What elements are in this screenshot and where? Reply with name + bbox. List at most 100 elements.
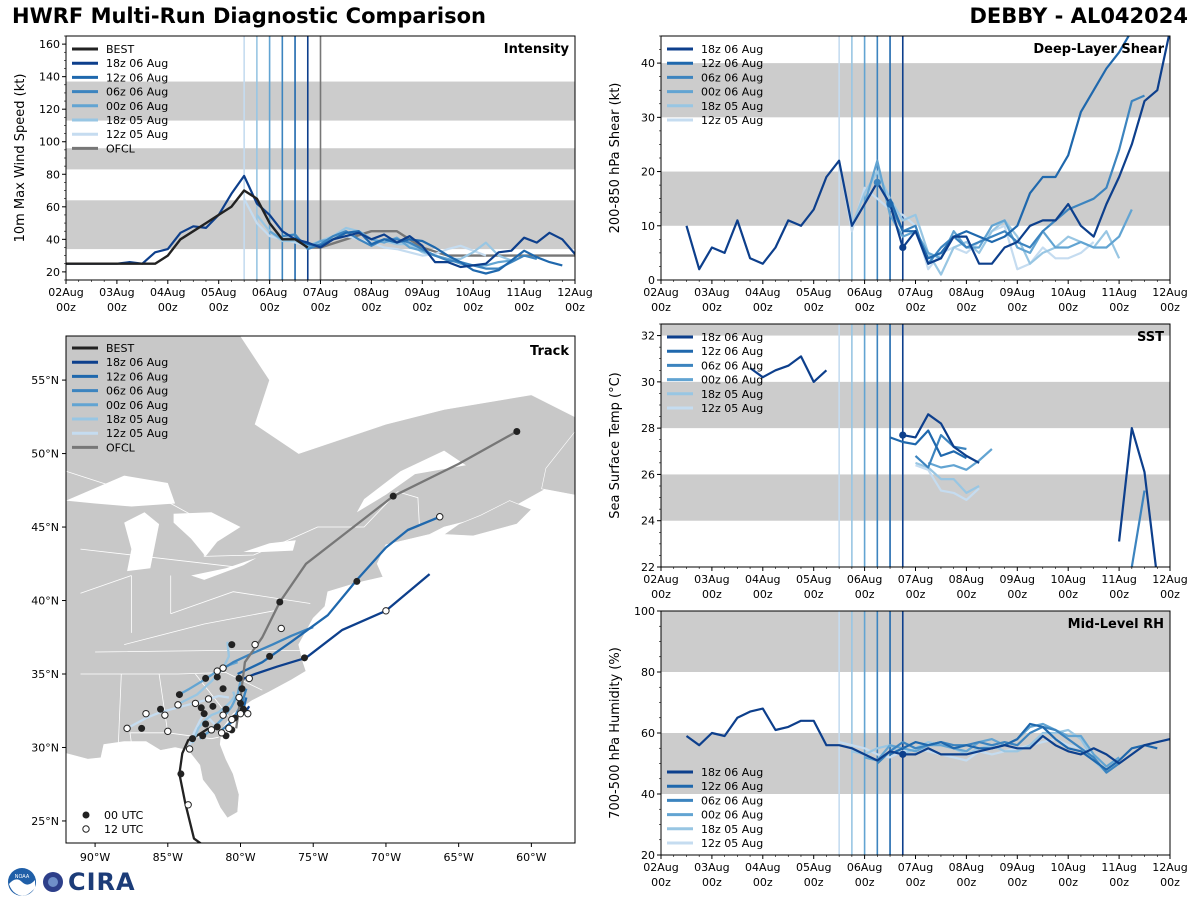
intensity-ylabel: 10m Max Wind Speed (kt) xyxy=(13,74,28,243)
lake-3 xyxy=(191,557,257,580)
rh-legend-label: 12z 06 Aug xyxy=(701,780,763,793)
footer-logos: NOAA CIRA xyxy=(6,866,136,898)
rh-xtick-label-day: 11Aug xyxy=(1101,861,1136,874)
track-panel: 90°W 85°W 80°W 75°W 70°W 65°W 60°W 25°N 30°N 35°N… xyxy=(31,335,576,864)
sst-xtick-label-day: 07Aug xyxy=(898,573,933,586)
shear-panel: 0 10 20 30 40 02Aug 00z 03Aug 00z 04Aug 00z 05Aug 00… xyxy=(608,35,1188,314)
shear-legend-label: 00z 06 Aug xyxy=(701,86,763,99)
sst-xtick-label-day: 03Aug xyxy=(694,573,729,586)
shear-panel-title: Deep-Layer Shear xyxy=(1033,42,1164,57)
legend-marker-12utc xyxy=(82,825,90,833)
track-xtick-label: 70°W xyxy=(371,851,401,864)
intensity-plot-area xyxy=(66,36,575,280)
track-point-12utc xyxy=(244,709,252,718)
sst-xtick-label-hour: 00z xyxy=(957,588,977,601)
sst-band-1 xyxy=(661,381,1170,429)
rh-series-line-18z-06-aug xyxy=(685,707,1170,765)
rh-series-line-06z-06-aug xyxy=(876,725,1120,774)
intensity-xtick-label-day: 07Aug xyxy=(303,286,338,299)
track-ytick-label: 55°N xyxy=(31,374,59,387)
sst-ytick-label: 30 xyxy=(641,376,655,389)
track-point-00utc xyxy=(276,598,284,606)
sst-ytick-label: 28 xyxy=(641,422,655,435)
track-legend-label: 06z 06 Aug xyxy=(106,385,168,398)
track-point-00utc xyxy=(177,770,185,778)
rh-xtick-label-day: 08Aug xyxy=(949,861,984,874)
sst-xtick-label-day: 10Aug xyxy=(1050,573,1085,586)
sst-init-marker-0 xyxy=(899,431,907,439)
track-point-00utc xyxy=(235,674,243,682)
lake-5 xyxy=(356,450,466,513)
shear-xtick-label-day: 05Aug xyxy=(796,286,831,299)
track-point-00utc xyxy=(138,724,146,732)
sst-legend-label: 18z 05 Aug xyxy=(701,388,763,401)
intensity-panel: 20 40 60 80 100 120 140 160 02Aug 00z 03Aug 00z 04Au… xyxy=(13,35,593,314)
lake-0 xyxy=(66,475,176,507)
intensity-series-line-best xyxy=(66,189,309,265)
sst-xtick-label-day: 09Aug xyxy=(1000,573,1035,586)
track-point-12utc xyxy=(123,724,131,733)
rh-legend-label: 06z 06 Aug xyxy=(701,794,763,807)
rh-panel: 20 40 60 80 100 02Aug 00z 03Aug 00z 04Aug 00z 05Aug… xyxy=(608,605,1188,889)
intensity-ytick-label: 100 xyxy=(39,136,60,149)
sst-xtick-label-day: 11Aug xyxy=(1101,573,1136,586)
shear-xtick-label-hour: 00z xyxy=(957,301,977,314)
shear-xtick-label-day: 08Aug xyxy=(949,286,984,299)
shear-series-line-00z-06-aug xyxy=(863,159,1133,260)
intensity-xtick-label-day: 02Aug xyxy=(48,286,83,299)
track-xtick-label: 75°W xyxy=(298,851,328,864)
rh-plot-area xyxy=(661,611,1170,855)
rh-init-marker-0 xyxy=(899,750,907,758)
shear-ytick-label: 30 xyxy=(641,111,655,124)
rh-ytick-label: 40 xyxy=(641,788,655,801)
sst-panel: 22 24 26 28 30 32 02Aug 00z 03Aug 00z 04Aug 00z 05Au… xyxy=(608,323,1188,601)
shear-xtick-label-hour: 00z xyxy=(906,301,926,314)
shear-xtick-label-day: 03Aug xyxy=(694,286,729,299)
track-legend-label: OFCL xyxy=(106,441,136,454)
cira-logo-text: CIRA xyxy=(68,868,136,896)
sst-ytick-label: 22 xyxy=(641,561,655,574)
sst-xtick-label-hour: 00z xyxy=(906,588,926,601)
rh-xtick-label-hour: 00z xyxy=(1109,876,1129,889)
track-point-00utc xyxy=(266,652,274,660)
track-xtick-label: 65°W xyxy=(443,851,473,864)
shear-legend-label: 18z 05 Aug xyxy=(701,100,763,113)
track-ytick-label: 50°N xyxy=(31,448,59,461)
shear-xtick-label-hour: 00z xyxy=(855,301,875,314)
border-line-1 xyxy=(80,548,234,568)
shear-xtick-label-day: 12Aug xyxy=(1152,286,1187,299)
track-ytick-label: 40°N xyxy=(31,595,59,608)
rh-xtick-label-hour: 00z xyxy=(804,876,824,889)
rh-xtick-label-day: 02Aug xyxy=(643,861,678,874)
shear-plot-area xyxy=(661,36,1170,280)
intensity-xtick-label-day: 05Aug xyxy=(201,286,236,299)
rh-legend-label: 00z 06 Aug xyxy=(701,809,763,822)
sst-xtick-label-day: 05Aug xyxy=(796,573,831,586)
border-line-10 xyxy=(80,575,132,594)
track-point-00utc xyxy=(175,691,183,699)
rh-xtick-label-hour: 00z xyxy=(651,876,671,889)
figure-title-left: HWRF Multi-Run Diagnostic Comparison xyxy=(12,4,487,28)
intensity-xtick-label-hour: 00z xyxy=(260,301,280,314)
shear-xtick-label-day: 09Aug xyxy=(1000,286,1035,299)
intensity-legend-label: 18z 05 Aug xyxy=(106,114,168,127)
intensity-xtick-label-hour: 00z xyxy=(107,301,127,314)
track-point-12utc xyxy=(213,667,221,675)
intensity-ytick-label: 160 xyxy=(39,38,60,51)
rh-ytick-label: 60 xyxy=(641,727,655,740)
legend-marker-00utc xyxy=(82,811,90,819)
shear-ytick-label: 20 xyxy=(641,166,655,179)
intensity-legend-label: OFCL xyxy=(106,142,136,155)
track-panel-title: Track xyxy=(530,344,569,359)
track-line-ofcl xyxy=(235,430,518,729)
track-point-12utc xyxy=(207,726,216,734)
intensity-xtick-label-day: 03Aug xyxy=(99,286,134,299)
intensity-legend-label: 12z 05 Aug xyxy=(106,128,168,141)
rh-xtick-label-hour: 00z xyxy=(702,876,722,889)
sst-xtick-label-day: 06Aug xyxy=(847,573,882,586)
sst-legend-label: 12z 06 Aug xyxy=(701,345,763,358)
intensity-legend-label: 06z 06 Aug xyxy=(106,86,168,99)
intensity-ytick-label: 140 xyxy=(39,71,60,84)
sst-legend-label: 18z 06 Aug xyxy=(701,331,763,344)
sst-xtick-label-hour: 00z xyxy=(753,588,773,601)
